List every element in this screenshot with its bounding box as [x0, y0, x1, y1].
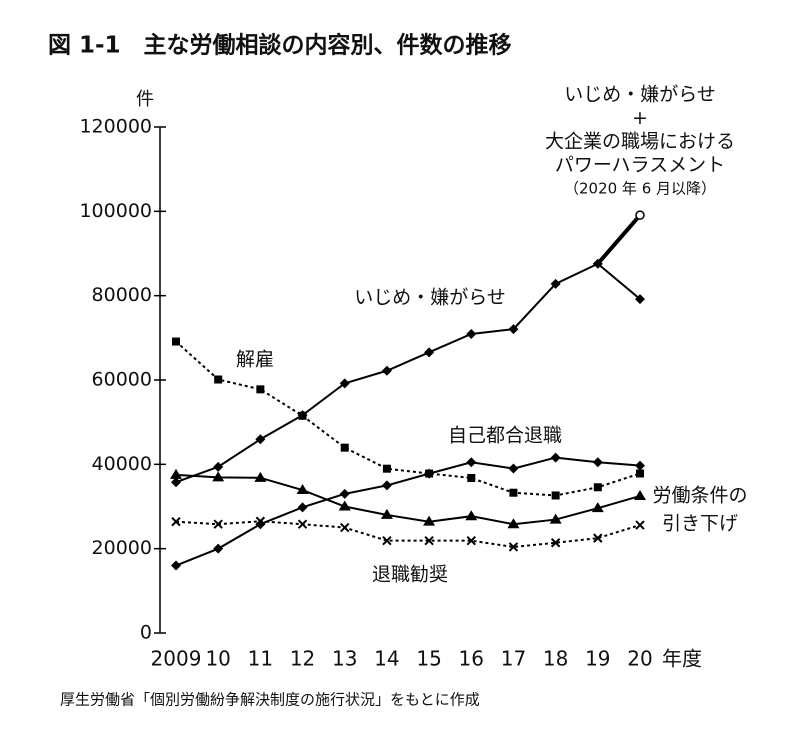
point: [636, 469, 644, 478]
series-label: いじめ・嫌がらせ: [564, 84, 716, 106]
point: [213, 461, 224, 472]
point: [338, 500, 351, 511]
point: [592, 457, 603, 468]
point: [297, 519, 308, 529]
point: [171, 516, 181, 527]
source: 厚生労働省「個別労働紛争解決制度の施行状況」をもとに作成: [60, 691, 480, 709]
point: [466, 535, 476, 546]
series-label: 自己都合退職: [448, 425, 562, 447]
point: [339, 378, 350, 389]
point: [549, 513, 562, 524]
series-label: 引き下げ: [662, 513, 738, 535]
point: [591, 502, 604, 513]
x-tick-label: 12: [290, 647, 315, 671]
point: [466, 457, 477, 468]
series-label: 労働条件の: [652, 485, 747, 507]
point: [550, 452, 561, 463]
x-tick-label: 11: [248, 647, 273, 671]
point: [255, 519, 266, 530]
point: [508, 463, 519, 474]
point: [550, 538, 561, 548]
y-tick-label: 100000: [79, 200, 152, 222]
series-line: [175, 473, 641, 526]
point: [467, 473, 476, 482]
point: [340, 522, 350, 533]
point: [213, 519, 223, 529]
point: [509, 488, 518, 497]
point: [339, 488, 350, 499]
point: [170, 468, 182, 479]
point: [593, 533, 603, 543]
series-label: 大企業の職場における: [545, 131, 735, 153]
point: [255, 434, 266, 445]
point: [423, 515, 436, 526]
point: [635, 460, 645, 471]
series-line: [596, 213, 642, 266]
series-label: いじめ・嫌がらせ: [354, 287, 506, 309]
series-label: （2020 年 6 月以降）: [564, 180, 716, 198]
point: [171, 477, 181, 488]
point: [172, 337, 180, 346]
x-tick-label: 16: [459, 647, 484, 671]
x-tick-label: 20: [627, 647, 652, 671]
point: [256, 385, 265, 394]
point: [340, 443, 349, 452]
point: [507, 518, 520, 529]
x-tick-label: 14: [374, 647, 399, 671]
x-tick-label: 17: [501, 647, 526, 671]
series-line: [175, 520, 641, 548]
point: [382, 464, 391, 473]
point: [424, 468, 435, 479]
point: [298, 411, 307, 420]
x-tick-label: 15: [416, 647, 441, 671]
point: [508, 542, 519, 552]
y-tick-label: 20000: [92, 537, 152, 559]
point: [593, 483, 602, 492]
series-line: [175, 340, 641, 497]
point: [381, 365, 392, 376]
point: [255, 516, 266, 526]
point: [466, 328, 477, 339]
x-tick-label: 10: [205, 647, 230, 671]
y-tick-label: 40000: [92, 453, 152, 475]
point: [635, 210, 645, 220]
x-tick-label: 18: [543, 647, 568, 671]
point: [214, 375, 223, 384]
x-axis-label: 年度: [662, 647, 702, 671]
y-tick-label: 0: [140, 622, 152, 644]
series-label: +: [632, 107, 648, 129]
x-tick-label: 19: [585, 647, 610, 671]
series-label: 退職勧奨: [372, 564, 448, 586]
point: [508, 324, 519, 335]
point: [296, 484, 309, 495]
point: [297, 502, 308, 513]
series-line: [175, 262, 641, 484]
point: [380, 508, 393, 519]
point: [381, 480, 392, 491]
point: [213, 543, 224, 554]
y-axis-label: 件: [136, 89, 154, 110]
chart-title: 図 1-1 主な労働相談の内容別、件数の推移: [48, 32, 512, 59]
point: [254, 471, 267, 482]
point: [382, 535, 392, 546]
series-line: [175, 456, 641, 567]
point: [634, 489, 646, 500]
point: [550, 278, 561, 289]
point: [635, 294, 645, 305]
point: [212, 471, 225, 482]
x-tick-label: 13: [332, 647, 357, 671]
point: [635, 520, 645, 530]
point: [551, 491, 560, 500]
series-label: パワーハラスメント: [555, 154, 725, 176]
y-tick-label: 80000: [92, 284, 152, 306]
point: [171, 560, 181, 571]
x-tick-label: 2009: [151, 647, 202, 671]
point: [424, 347, 435, 358]
y-tick-label: 120000: [79, 116, 152, 138]
point: [424, 535, 434, 546]
point: [465, 510, 478, 521]
series-label: 解雇: [236, 349, 274, 371]
y-tick-label: 60000: [92, 369, 152, 391]
